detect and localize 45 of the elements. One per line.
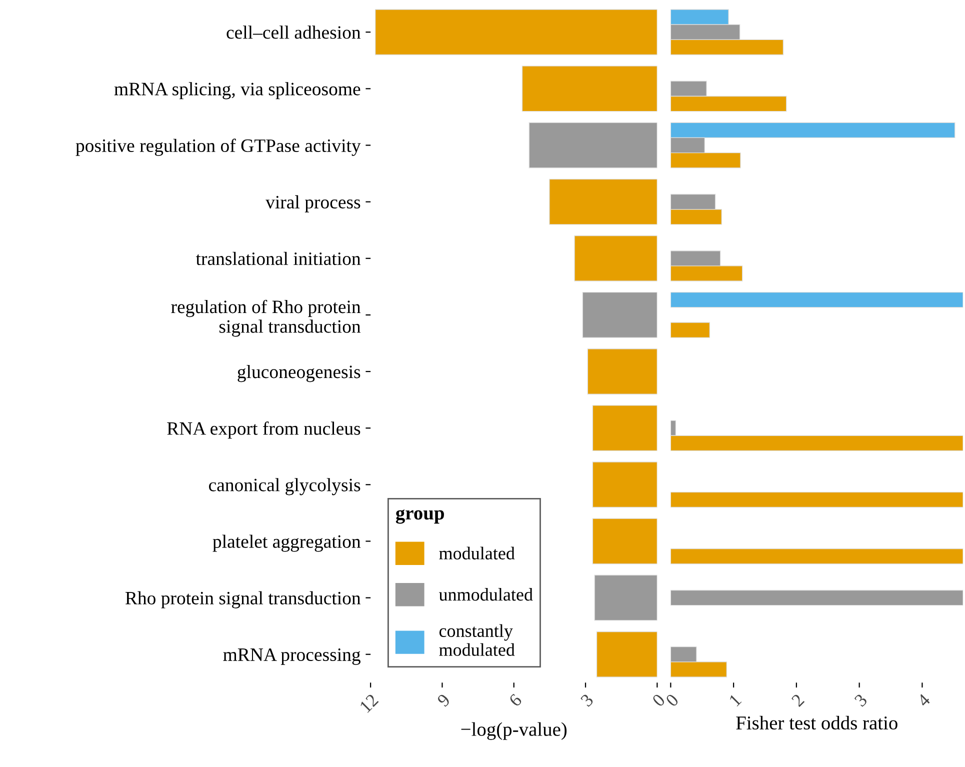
x-tick-label: 2 xyxy=(791,693,805,708)
bar xyxy=(670,292,964,308)
y-tick-label: platelet aggregation xyxy=(212,534,361,552)
x-axis-title: Fisher test odds ratio xyxy=(736,716,898,730)
bar xyxy=(587,348,658,394)
x-tick-label: 3 xyxy=(854,693,868,708)
y-tick-label: mRNA processing xyxy=(223,648,360,665)
bar xyxy=(574,235,658,282)
x-tick-label: 6 xyxy=(508,693,522,708)
bar xyxy=(549,178,658,225)
y-tick-label: mRNA splicing, via spliceosome xyxy=(114,82,360,100)
x-tick-label: 12 xyxy=(359,693,379,713)
bar xyxy=(670,492,964,508)
bar xyxy=(528,122,658,168)
y-tick-label: translational initiation xyxy=(196,252,361,266)
bar xyxy=(670,548,964,564)
x-tick-label: 1 xyxy=(728,694,742,706)
y-tick-label: gluconeogenesis xyxy=(238,365,360,382)
bar xyxy=(592,405,658,452)
bar xyxy=(670,322,710,338)
y-tick-label: Rho protein signal transduction xyxy=(125,591,361,608)
y-tick-label: regulation of Rho protein signal transduction xyxy=(171,300,361,337)
bar xyxy=(522,66,658,112)
y-tick-label: viral process xyxy=(266,195,360,212)
legend-label: constantly modulated xyxy=(439,624,515,656)
bar xyxy=(592,518,658,564)
bar xyxy=(592,462,658,508)
y-tick-label: cell–cell adhesion xyxy=(226,26,361,39)
bar xyxy=(596,631,658,678)
legend-title: group xyxy=(396,509,444,524)
bar xyxy=(594,574,658,621)
legend-label: unmodulated xyxy=(438,588,533,601)
bar xyxy=(670,590,964,606)
y-tick-label: positive regulation of GTPase activity xyxy=(76,138,361,156)
x-tick-label: 4 xyxy=(916,693,931,708)
x-tick-label: 0 xyxy=(665,693,680,708)
y-tick-label: canonical glycolysis xyxy=(208,478,360,496)
bar xyxy=(582,292,658,338)
bar xyxy=(374,9,658,56)
x-tick-label: 3 xyxy=(580,693,594,708)
legend-label: modulated xyxy=(439,546,515,560)
x-axis-title: −log(p-value) xyxy=(461,722,567,740)
x-tick-label: 9 xyxy=(436,693,451,708)
x-tick-label: 0 xyxy=(652,693,666,708)
y-tick-label: RNA export from nucleus xyxy=(167,421,360,439)
